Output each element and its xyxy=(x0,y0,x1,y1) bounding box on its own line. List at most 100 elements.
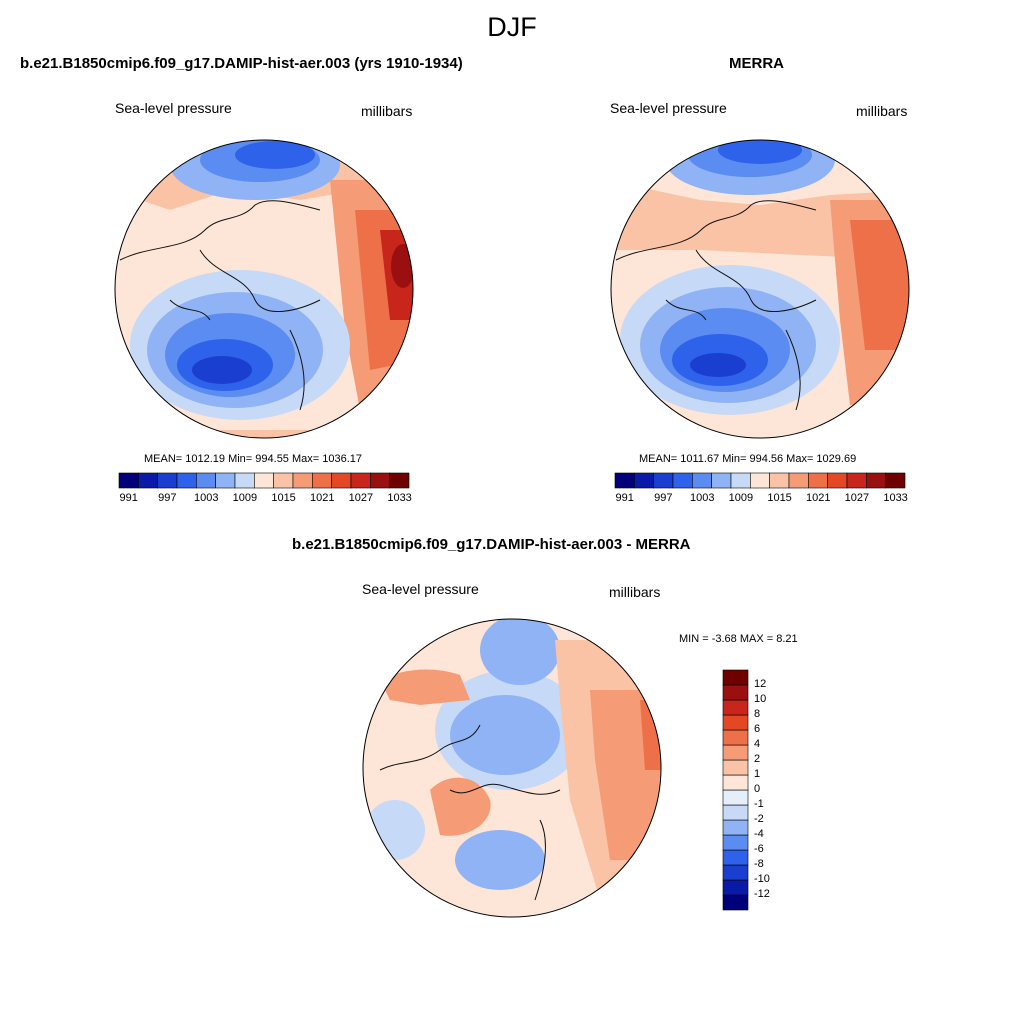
panel2-colorbar-swatch xyxy=(769,472,790,489)
panel2-colorbar-swatch xyxy=(866,472,886,489)
panel3-colorbar-swatch xyxy=(722,774,749,791)
panel1-colorbar-swatch xyxy=(157,472,178,489)
panel3-colorbar-swatch xyxy=(722,699,749,716)
panel3-colorbar-swatch xyxy=(722,879,749,896)
panel2-colorbar-swatch xyxy=(846,472,867,489)
panel2-colorbar-tick-label: 1009 xyxy=(728,492,754,504)
panel1-colorbar-swatch xyxy=(273,472,294,489)
panel1-colorbar-swatch xyxy=(234,472,255,489)
panel2-colorbar-swatch xyxy=(750,472,770,489)
panel1-colorbar-swatch xyxy=(176,472,197,489)
panel2-colorbar-swatch xyxy=(692,472,712,489)
panel3-colorbar-tick-label: -8 xyxy=(754,858,764,870)
panel1-colorbar xyxy=(118,472,410,489)
panel3-colorbar-tick-label: 2 xyxy=(754,753,761,765)
panel2-colorbar-tick-label: 997 xyxy=(654,492,673,504)
panel1-colorbar-tick-label: 1027 xyxy=(348,492,374,504)
panel2-title: MERRA xyxy=(729,55,784,72)
panel1-colorbar-swatch xyxy=(138,472,158,489)
panel3-colorbar-tick-label: -1 xyxy=(754,798,764,810)
panel2-map-border xyxy=(610,139,910,439)
panel3-colorbar-swatch xyxy=(722,834,749,851)
panel1-colorbar-swatch xyxy=(196,472,216,489)
panel1-colorbar-swatch xyxy=(254,472,274,489)
panel3-colorbar-tick-label: 12 xyxy=(754,678,767,690)
panel1-colorbar-swatch xyxy=(118,472,139,489)
panel3-colorbar-tick-label: -2 xyxy=(754,813,764,825)
panel2-colorbar xyxy=(614,472,906,489)
panel3-variable-label: Sea-level pressure xyxy=(362,581,479,597)
panel1-colorbar-swatch xyxy=(350,472,371,489)
panel1-map xyxy=(115,140,413,438)
panel2-colorbar-tick-label: 1021 xyxy=(806,492,831,504)
panel1-colorbar-swatch xyxy=(312,472,332,489)
panel3-map-border xyxy=(362,618,662,918)
panel3-colorbar-tick-label: 4 xyxy=(754,738,761,750)
panel2-colorbar-tick-label: 1003 xyxy=(690,492,715,504)
panel3-title: b.e21.B1850cmip6.f09_g17.DAMIP-hist-aer.… xyxy=(292,536,691,553)
panel2-colorbar-swatch xyxy=(827,472,848,489)
panel1-colorbar-swatch xyxy=(389,472,410,489)
panel1-colorbar-tick-label: 997 xyxy=(158,492,177,504)
panel3-colorbar-swatch xyxy=(722,804,749,821)
panel3-colorbar-swatch xyxy=(722,789,749,806)
panel3-colorbar-tick-label: -4 xyxy=(754,828,764,840)
panel3-colorbar-swatch xyxy=(722,894,749,911)
panel1-colorbar-tick-label: 991 xyxy=(119,492,138,504)
panel3-colorbar-swatch xyxy=(722,714,749,731)
panel1-colorbar-tick-label: 1003 xyxy=(194,492,219,504)
panel1-colorbar-swatch xyxy=(215,472,236,489)
panel1-colorbar-tick-label: 1021 xyxy=(310,492,335,504)
panel1-colorbar-tick-label: 1033 xyxy=(387,492,412,504)
panel2-stats: MEAN= 1011.67 Min= 994.56 Max= 1029.69 xyxy=(639,453,857,465)
panel2-variable-label: Sea-level pressure xyxy=(610,100,727,116)
panel3-stats: MIN = -3.68 MAX = 8.21 xyxy=(679,633,798,645)
panel2-colorbar-swatch xyxy=(711,472,732,489)
panel1-variable-label: Sea-level pressure xyxy=(115,100,232,116)
panel2-colorbar-tick-label: 1027 xyxy=(844,492,870,504)
panel3-colorbar xyxy=(722,669,749,911)
panel1-colorbar-tick-label: 1009 xyxy=(232,492,258,504)
panel3-colorbar-tick-label: 8 xyxy=(754,708,761,720)
panel2-colorbar-swatch xyxy=(885,472,906,489)
panel2-colorbar-swatch xyxy=(614,472,635,489)
panel2-colorbar-swatch xyxy=(730,472,751,489)
panel1-units-label: millibars xyxy=(361,103,413,119)
panel1-stats: MEAN= 1012.19 Min= 994.55 Max= 1036.17 xyxy=(144,453,363,465)
panel3-colorbar-swatch xyxy=(722,759,749,776)
panel3-colorbar-tick-label: 1 xyxy=(754,768,761,780)
panel2-map xyxy=(611,140,909,438)
figure-title: DJF xyxy=(487,12,537,42)
panel3-colorbar-tick-label: 10 xyxy=(754,693,767,705)
panel2-colorbar-tick-label: 991 xyxy=(615,492,634,504)
panel2-colorbar-swatch xyxy=(653,472,674,489)
panel1-colorbar-swatch xyxy=(370,472,390,489)
panel3-colorbar-swatch xyxy=(722,729,749,746)
panel2-units-label: millibars xyxy=(856,103,908,119)
panel3-map xyxy=(363,619,661,917)
panel2-colorbar-swatch xyxy=(634,472,654,489)
panel1-title: b.e21.B1850cmip6.f09_g17.DAMIP-hist-aer.… xyxy=(20,55,463,72)
panel3-colorbar-swatch xyxy=(722,669,749,686)
panel3-colorbar-tick-label: 0 xyxy=(754,783,761,795)
panel2-colorbar-swatch xyxy=(672,472,693,489)
panel3-units-label: millibars xyxy=(609,584,661,600)
panel3-colorbar-swatch xyxy=(722,684,749,701)
panel3-colorbar-tick-label: -6 xyxy=(754,843,764,855)
panel3-colorbar-swatch xyxy=(722,864,749,881)
panel2-colorbar-tick-label: 1033 xyxy=(883,492,908,504)
panel2-colorbar-swatch xyxy=(808,472,828,489)
panel1-map-border xyxy=(114,139,414,439)
panel1-colorbar-swatch xyxy=(292,472,313,489)
panel3-colorbar-swatch xyxy=(722,744,749,761)
panel1-colorbar-tick-label: 1015 xyxy=(271,492,296,504)
panel2-colorbar-swatch xyxy=(788,472,809,489)
panel3-colorbar-swatch xyxy=(722,819,749,836)
panel1-colorbar-swatch xyxy=(331,472,352,489)
panel3-colorbar-tick-label: -10 xyxy=(754,873,770,885)
panel3-colorbar-tick-label: 6 xyxy=(754,723,761,735)
panel3-colorbar-swatch xyxy=(722,849,749,866)
panel2-colorbar-tick-label: 1015 xyxy=(767,492,792,504)
panel3-colorbar-tick-label: -12 xyxy=(754,888,770,900)
